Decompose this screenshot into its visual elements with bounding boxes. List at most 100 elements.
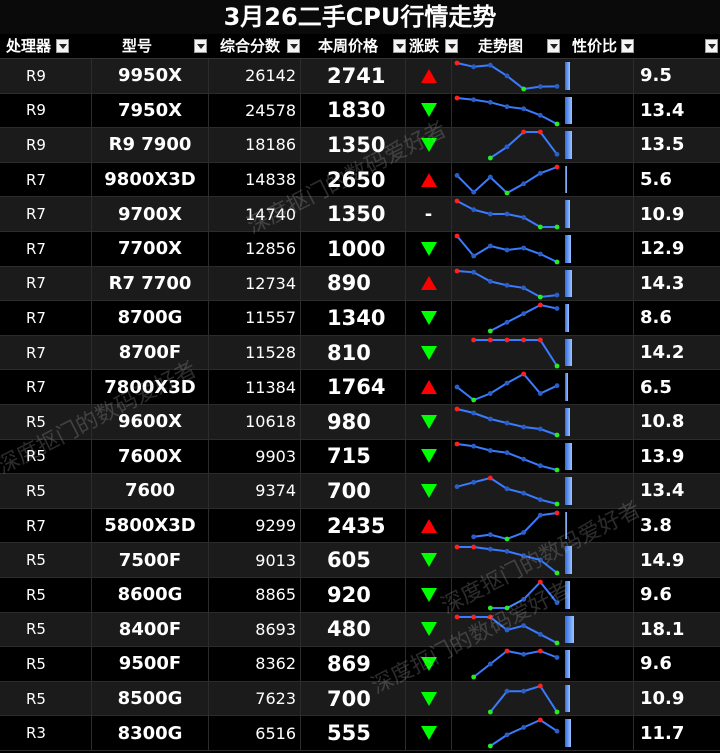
value-databar xyxy=(565,304,569,332)
sparkline-point xyxy=(471,253,477,259)
value-ratio-cell: 9.6 xyxy=(640,584,672,606)
table-row[interactable]: R5 9600X 10618 980 10.8 xyxy=(0,405,720,440)
table-row[interactable]: R9 R9 7900 18186 1350 13.5 xyxy=(0,128,720,163)
sparkline-cell xyxy=(452,440,562,474)
processor-cell: R9 xyxy=(0,59,92,93)
sparkline-point xyxy=(537,170,543,176)
table-row[interactable]: R5 8500G 7623 700 10.9 xyxy=(0,681,720,717)
change-cell xyxy=(406,162,452,197)
sparkline-point xyxy=(554,655,560,661)
change-cell xyxy=(406,301,452,335)
sparkline-path xyxy=(489,304,558,333)
sparkline-point xyxy=(487,155,493,161)
processor-cell: R7 xyxy=(0,197,92,231)
change-cell xyxy=(406,405,452,439)
table-row[interactable]: R9 9950X 26142 2741 9.5 xyxy=(0,59,720,94)
model-cell: 8300G xyxy=(92,716,209,750)
value-databar xyxy=(565,338,572,367)
table-row[interactable]: R7 R7 7700 12734 890 14.3 xyxy=(0,266,720,302)
up-arrow-icon xyxy=(420,172,437,187)
value-bar-cell xyxy=(562,439,634,474)
filter-dropdown-icon[interactable] xyxy=(547,39,560,53)
sparkline-point xyxy=(454,172,460,178)
filter-dropdown-icon[interactable] xyxy=(393,39,406,53)
sparkline-point xyxy=(471,337,477,343)
table-row[interactable]: R7 8700G 11557 1340 8.6 xyxy=(0,301,720,336)
table-row[interactable]: R7 7800X3D 11384 1764 6.5 xyxy=(0,370,720,405)
table-row[interactable]: R7 8700F 11528 810 14.2 xyxy=(0,335,720,371)
sparkline-point xyxy=(487,243,493,249)
table-row[interactable]: R9 7950X 24578 1830 13.4 xyxy=(0,93,720,129)
sparkline-path xyxy=(456,373,558,402)
sparkline-point xyxy=(521,529,527,535)
sparkline-point xyxy=(521,553,527,559)
sparkline-point xyxy=(521,311,527,317)
filter-dropdown-icon[interactable] xyxy=(621,39,634,53)
trend-sparkline xyxy=(487,302,560,334)
value-ratio-cell: 13.4 xyxy=(640,99,685,121)
change-cell xyxy=(406,232,452,266)
model-cell: 7800X3D xyxy=(92,370,209,404)
table-row[interactable]: R7 9700X 14740 1350- 10.9 xyxy=(0,197,720,232)
change-cell xyxy=(406,508,452,543)
sparkline-point xyxy=(454,544,460,550)
flat-dash-icon: - xyxy=(424,203,433,225)
table-row[interactable]: R5 8600G 8865 920 9.6 xyxy=(0,578,720,613)
table-row[interactable]: R5 7600X 9903 715 13.9 xyxy=(0,439,720,475)
table-row[interactable]: R5 9500F 8362 869 9.6 xyxy=(0,647,720,682)
table-row[interactable]: R7 7700X 12856 1000 12.9 xyxy=(0,232,720,267)
sparkline-point xyxy=(554,600,560,606)
score-cell: 26142 xyxy=(209,59,301,93)
sparkline-point xyxy=(454,233,460,239)
table-row[interactable]: R5 7500F 9013 605 14.9 xyxy=(0,543,720,578)
filter-dropdown-icon[interactable] xyxy=(445,39,458,53)
sparkline-point xyxy=(554,224,560,230)
sparkline-point xyxy=(471,443,477,449)
up-arrow-icon xyxy=(420,276,437,291)
processor-cell: R5 xyxy=(0,543,92,577)
change-cell xyxy=(406,370,452,404)
sparkline-cell xyxy=(452,509,562,543)
header-score: 综合分数 xyxy=(220,37,281,55)
value-bar-cell xyxy=(562,578,634,612)
sparkline-path xyxy=(490,580,558,609)
filter-dropdown-icon[interactable] xyxy=(705,39,718,53)
sparkline-point xyxy=(554,259,560,265)
filter-dropdown-icon[interactable] xyxy=(287,39,300,53)
processor-cell: R5 xyxy=(0,612,92,647)
table-row[interactable]: R5 7600 9374 700 13.4 xyxy=(0,474,720,509)
table-row[interactable]: R7 9800X3D 14838 2650 5.6 xyxy=(0,162,720,198)
filter-dropdown-icon[interactable] xyxy=(194,39,207,53)
sparkline-point xyxy=(504,648,510,654)
model-cell: 8700G xyxy=(92,301,209,335)
sparkline-path xyxy=(473,511,558,540)
sparkline-point xyxy=(504,449,510,455)
table-row[interactable]: R7 5800X3D 9299 2435 3.8 xyxy=(0,508,720,544)
sparkline-point xyxy=(454,95,460,100)
filter-dropdown-icon[interactable] xyxy=(56,39,69,53)
model-cell: 8500G xyxy=(92,681,209,716)
change-cell xyxy=(406,266,452,301)
sparkline-point xyxy=(521,652,527,657)
value-ratio-cell: 13.5 xyxy=(640,134,685,156)
sparkline-cell xyxy=(452,370,562,404)
sparkline-point xyxy=(454,614,460,619)
sparkline-point xyxy=(521,215,527,221)
model-cell: R9 7900 xyxy=(92,128,209,162)
down-arrow-icon xyxy=(420,553,437,568)
sparkline-cell xyxy=(452,267,562,301)
score-cell: 12856 xyxy=(209,232,301,266)
table-row[interactable]: R5 8400F 8693 480 18.1 xyxy=(0,612,720,648)
down-arrow-icon xyxy=(420,691,437,706)
trend-sparkline xyxy=(487,129,560,161)
sparkline-point xyxy=(521,129,527,135)
sparkline-point xyxy=(454,441,460,446)
value-bar-cell xyxy=(562,128,634,162)
score-cell: 14838 xyxy=(209,162,301,197)
sparkline-point xyxy=(537,462,543,468)
sparkline-point xyxy=(554,152,560,157)
sparkline-cell xyxy=(452,197,562,231)
score-cell: 18186 xyxy=(209,128,301,162)
sparkline-point xyxy=(471,614,477,619)
table-row[interactable]: R3 8300G 6516 555 11.7 xyxy=(0,716,720,751)
